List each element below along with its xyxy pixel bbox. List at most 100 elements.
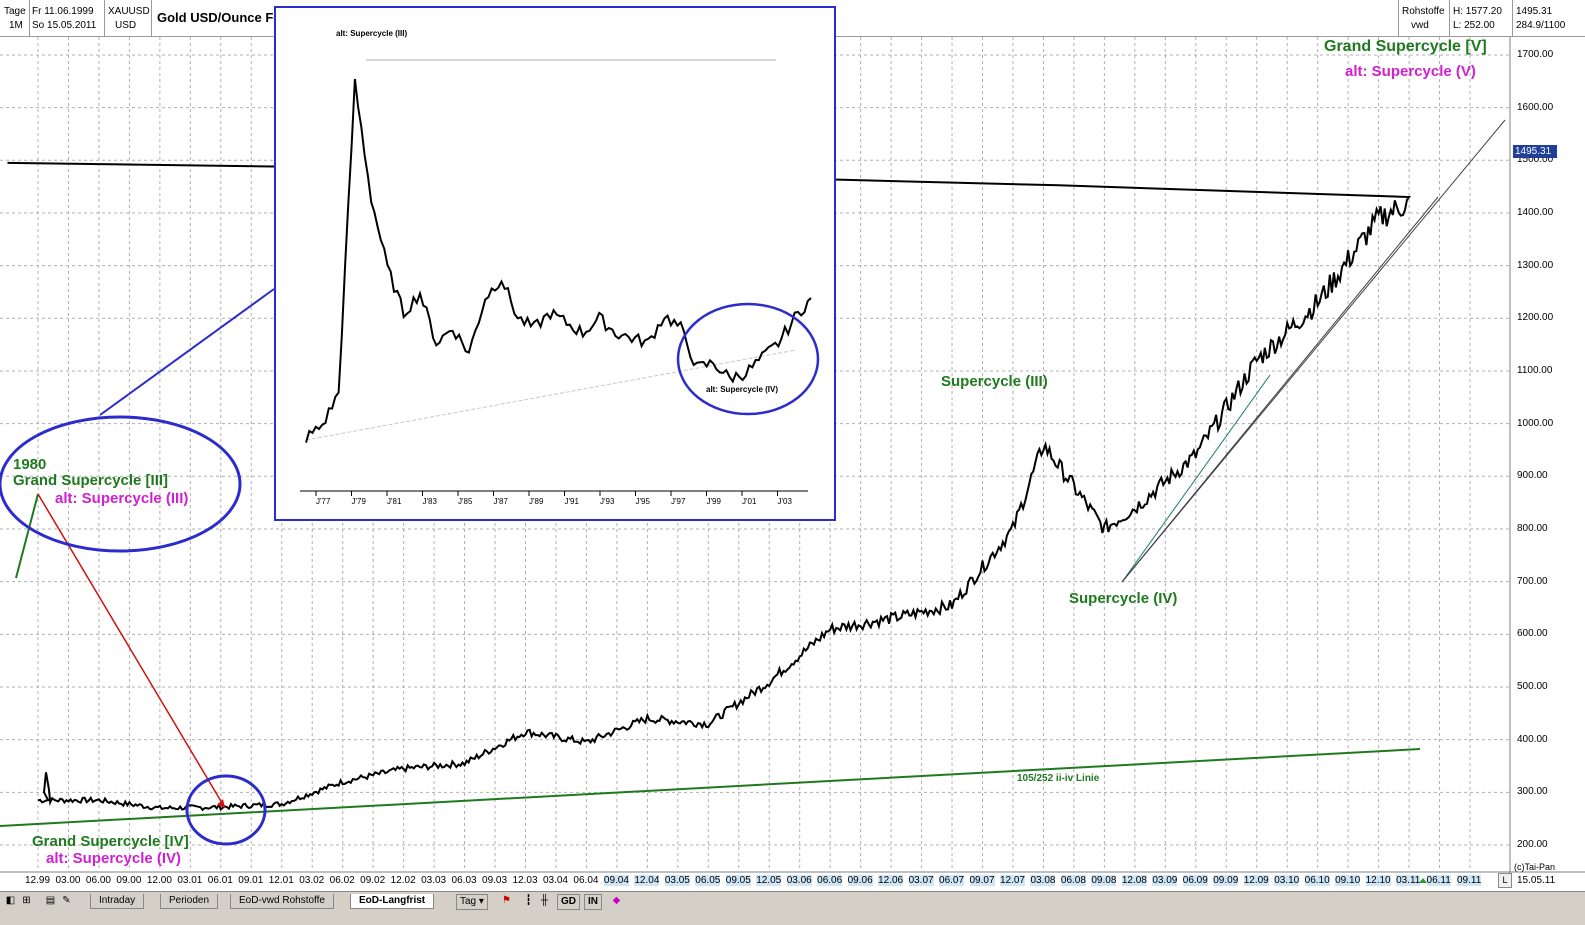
x-tick-label: 03.07	[908, 875, 934, 886]
x-tick-label: 09.02	[360, 875, 386, 886]
inset-x-tick-label: J'79	[352, 497, 367, 506]
label-grand-supercycle-v: Grand Supercycle [V]	[1324, 38, 1487, 55]
label-alt-supercycle-v: alt: Supercycle (V)	[1345, 63, 1476, 80]
inset-ellipse	[676, 302, 820, 416]
l-button[interactable]: L	[1498, 873, 1512, 888]
tab-perioden[interactable]: Perioden	[160, 894, 219, 909]
label-trendline: 105/252 ii-iv Linie	[1017, 773, 1100, 784]
y-tick-label: 800.00	[1517, 522, 1548, 534]
x-tick-label: 09.11	[1457, 875, 1482, 886]
label-1980: 1980	[13, 456, 47, 473]
tag-dropdown[interactable]: Tag ▾	[456, 894, 488, 910]
x-tick-label: 06.04	[573, 875, 599, 886]
label-grand-supercycle-iii: Grand Supercycle [III]	[13, 472, 169, 489]
y-tick-label: 200.00	[1517, 839, 1548, 850]
ellipse-grand-iv	[185, 774, 267, 846]
chart-title: Gold USD/Ounce Forex	[157, 10, 301, 25]
tab-intraday[interactable]: Intraday	[90, 894, 145, 909]
period-value: 1M	[9, 20, 23, 31]
x-tick-label: 03.00	[55, 875, 81, 886]
tab-eod-langfrist[interactable]: EoD-Langfrist	[350, 894, 435, 909]
x-tick-label: 12.99	[25, 875, 51, 886]
x-tick-label: 06.10	[1304, 875, 1330, 886]
y-tick-label: 600.00	[1517, 628, 1548, 640]
inset-x-tick-label: J'01	[742, 497, 757, 506]
last-cell: 1495.31 284.9/1100	[1513, 0, 1585, 36]
tab-eod-vwd-rohstoffe[interactable]: EoD-vwd Rohstoffe	[230, 894, 334, 909]
y-tick-label: 1400.00	[1517, 206, 1554, 218]
red-arrow-head	[217, 799, 225, 808]
x-tick-label: 09.04	[603, 875, 629, 886]
y-tick-label: 1000.00	[1517, 417, 1554, 429]
x-tick-label: 06.02	[329, 875, 355, 886]
x-tick-label: 12.10	[1365, 875, 1391, 886]
inset-x-tick-label: J'77	[316, 497, 331, 506]
x-tick-label: 09.03	[482, 875, 508, 886]
x-tick-label: 12.06	[878, 875, 904, 886]
gd-button[interactable]: GD	[557, 894, 580, 910]
pen-icon[interactable]: ✎	[62, 895, 71, 906]
x-tick-label: 09.07	[969, 875, 995, 886]
flag-icon[interactable]: ⚑	[502, 895, 511, 906]
x-tick-label: 06.05	[695, 875, 721, 886]
symbol-cell[interactable]: XAUUSD USD	[105, 0, 152, 36]
x-tick-label: 06.11	[1426, 875, 1451, 886]
inset-connector-line	[99, 288, 275, 416]
x-tick-label: 09.08	[1091, 875, 1117, 886]
inset-chart: alt: Supercycle (III) alt: Supercycle (IV…	[300, 29, 820, 506]
end-date: 15.05.11	[1517, 875, 1556, 886]
date-range-cell[interactable]: Fr 11.06.1999 So 15.05.2011	[30, 0, 105, 36]
date-from: Fr 11.06.1999	[32, 6, 94, 17]
trendline-lower	[1121, 196, 1439, 583]
x-tick-label: 06.01	[207, 875, 233, 886]
period-label: Tage	[4, 6, 26, 17]
status-bar	[0, 912, 1585, 925]
x-tick-label: 03.02	[299, 875, 325, 886]
period-cell[interactable]: Tage 1M	[0, 0, 30, 36]
indicator-icon[interactable]: ◆	[612, 895, 621, 906]
x-tick-label: 12.08	[1121, 875, 1147, 886]
tag-label: Tag	[460, 896, 477, 907]
y-tick-label: 900.00	[1517, 470, 1548, 482]
in-button[interactable]: IN	[584, 894, 602, 910]
inset-chart-frame: alt: Supercycle (III) alt: Supercycle (IV…	[274, 6, 836, 521]
date-to: So 15.05.2011	[32, 20, 97, 31]
inset-top-label: alt: Supercycle (III)	[336, 29, 407, 38]
x-tick-label: 03.10	[1274, 875, 1300, 886]
nav-first-icon[interactable]: ◧	[5, 895, 16, 906]
inset-x-tick-label: J'89	[529, 497, 544, 506]
red-decline-line	[37, 493, 226, 809]
y-tick-label: 1600.00	[1517, 101, 1554, 113]
inset-x-tick-label: J'97	[671, 497, 686, 506]
list-icon[interactable]: ▤	[45, 895, 56, 906]
x-tick-label: 06.09	[1182, 875, 1208, 886]
x-tick-label: 12.05	[756, 875, 782, 886]
x-tick-label: 03.06	[786, 875, 812, 886]
x-tick-label: 12.03	[512, 875, 538, 886]
x-tick-label: 09.00	[116, 875, 142, 886]
source-cell: Rohstoffe vwd	[1398, 0, 1450, 36]
candle-icon[interactable]: ┇	[525, 895, 532, 906]
x-tick-label: 12.04	[634, 875, 660, 886]
bar-icon[interactable]: ╫	[540, 895, 549, 906]
x-tick-label: 06.06	[817, 875, 843, 886]
ellipse-1980	[0, 415, 242, 553]
price-series-line	[7, 161, 1412, 812]
current-marker	[1419, 878, 1427, 883]
inset-x-tick-label: J'95	[636, 497, 651, 506]
x-tick-label: 06.07	[939, 875, 965, 886]
x-tick-label: 03.01	[177, 875, 203, 886]
inset-x-tick-label: J'91	[565, 497, 580, 506]
x-tick-label: 12.00	[146, 875, 172, 886]
y-tick-label: 400.00	[1517, 733, 1548, 745]
chevron-down-icon: ▾	[478, 896, 484, 907]
x-tick-label: 09.01	[238, 875, 264, 886]
label-supercycle-iii: Supercycle (III)	[941, 373, 1048, 390]
inset-x-tick-label: J'93	[600, 497, 615, 506]
grid-icon[interactable]: ⊞	[22, 895, 31, 906]
inset-trendline	[305, 349, 797, 441]
x-tick-label: 09.05	[725, 875, 751, 886]
currency: USD	[115, 20, 137, 31]
copyright: (c)Tai-Pan	[1514, 862, 1556, 872]
y-tick-label: 1300.00	[1517, 259, 1554, 271]
